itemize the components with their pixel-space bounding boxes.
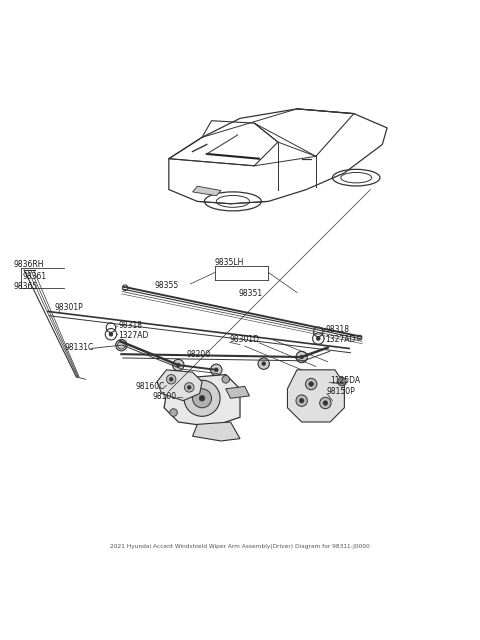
- Circle shape: [258, 358, 269, 369]
- Text: 9835LH: 9835LH: [215, 258, 244, 267]
- Text: 1327AD: 1327AD: [325, 335, 356, 344]
- Circle shape: [167, 374, 176, 384]
- Circle shape: [118, 341, 125, 349]
- Circle shape: [177, 363, 180, 367]
- Circle shape: [316, 337, 320, 340]
- Text: 98355: 98355: [155, 281, 179, 290]
- Circle shape: [262, 362, 265, 365]
- Text: 98318: 98318: [118, 321, 142, 330]
- Text: 98100: 98100: [152, 392, 176, 401]
- Polygon shape: [192, 422, 240, 441]
- Circle shape: [199, 396, 205, 401]
- Circle shape: [300, 355, 303, 359]
- Circle shape: [296, 395, 307, 406]
- Circle shape: [309, 381, 313, 387]
- Text: 98301P: 98301P: [55, 303, 84, 312]
- Polygon shape: [164, 374, 240, 427]
- Text: 9836RH: 9836RH: [13, 259, 44, 269]
- Circle shape: [169, 378, 173, 381]
- Text: 98365: 98365: [13, 282, 37, 291]
- Circle shape: [109, 332, 113, 336]
- Circle shape: [192, 388, 212, 408]
- Circle shape: [305, 378, 317, 390]
- Text: 1327AD: 1327AD: [118, 331, 148, 340]
- Circle shape: [222, 376, 229, 383]
- Circle shape: [172, 378, 180, 385]
- Circle shape: [323, 401, 328, 405]
- Circle shape: [187, 385, 191, 389]
- Text: 1125DA: 1125DA: [330, 376, 360, 385]
- Circle shape: [120, 343, 123, 347]
- Circle shape: [211, 364, 222, 376]
- Text: 98160C: 98160C: [136, 382, 165, 391]
- Polygon shape: [226, 387, 250, 398]
- Circle shape: [300, 398, 304, 403]
- Polygon shape: [192, 186, 221, 196]
- Text: 98301D: 98301D: [229, 335, 260, 344]
- Polygon shape: [288, 370, 344, 422]
- Circle shape: [296, 351, 307, 363]
- Circle shape: [338, 378, 346, 386]
- Text: 98351: 98351: [239, 289, 263, 298]
- Text: 98318: 98318: [325, 326, 349, 335]
- Text: 98200: 98200: [187, 349, 211, 358]
- Text: 98131C: 98131C: [64, 344, 94, 353]
- Circle shape: [320, 397, 331, 409]
- Circle shape: [116, 339, 127, 351]
- Circle shape: [184, 380, 220, 416]
- Text: 98150P: 98150P: [327, 387, 356, 396]
- Text: 2021 Hyundai Accent Windshield Wiper Arm Assembly(Driver) Diagram for 98311-J000: 2021 Hyundai Accent Windshield Wiper Arm…: [110, 544, 370, 548]
- Text: 98361: 98361: [23, 272, 47, 281]
- Polygon shape: [157, 370, 202, 401]
- Circle shape: [173, 360, 184, 371]
- Circle shape: [215, 368, 218, 372]
- Circle shape: [170, 409, 178, 416]
- Circle shape: [184, 383, 194, 392]
